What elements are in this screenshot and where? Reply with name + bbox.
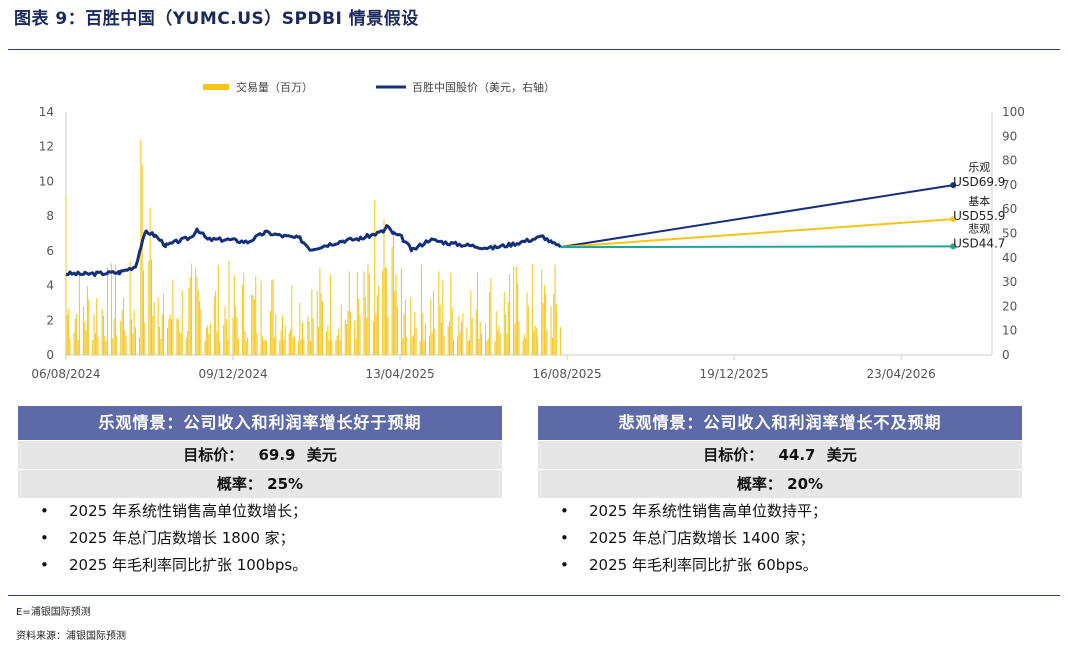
header-rule [8,49,1060,50]
y-left-tick-label: 2 [46,313,54,327]
scenario-name-label: 乐观 [968,161,990,174]
scenario-lines [560,182,957,250]
bull-bullets: • 2025 年系统性销售高单位数增长； • 2025 年总门店数增长 1800 家… [18,498,502,579]
scenario-name-label: 悲观 [968,221,990,235]
list-item: • 2025 年毛利率同比扩张 100bps。 [18,552,502,579]
y-right-tick-label: 80 [1002,154,1017,168]
bull-prob-label: 概率： [216,475,262,493]
bullet-icon: • [40,556,49,574]
y-right-tick-label: 70 [1002,178,1017,192]
bullet-icon: • [560,529,569,547]
scenario-line-基本 [560,218,954,249]
bull-target-unit: 美元 [306,446,337,464]
scenario-end-marker [950,216,957,223]
scenario-name-label: 基本 [968,194,990,208]
list-item: • 2025 年毛利率同比扩张 60bps。 [538,552,1022,579]
bear-prob-label: 概率： [736,475,782,493]
price-line [65,224,562,277]
bull-prob-value: 25% [267,475,304,493]
list-item: • 2025 年总门店数增长 1400 家； [538,525,1022,552]
y-left-tick-label: 4 [46,279,54,293]
chart-axes: 0 2 4 6 8 10 12 14 0 10 20 30 40 50 60 70 80 90 100 06/08/2… [31,105,1024,381]
footnote-estimate: E=浦银国际预测 [16,607,91,618]
scenario-line-悲观 [560,245,954,249]
x-tick-label: 19/12/2025 [700,367,769,381]
y-right-tick-label: 60 [1002,202,1017,216]
scenario-value-label: USD69.9 [953,175,1005,189]
y-right-tick-label: 90 [1002,129,1017,143]
list-item: • 2025 年总门店数增长 1800 家； [18,525,502,552]
x-tick-label: 13/04/2025 [365,367,434,381]
legend-volume-label: 交易量（百万） [236,80,313,94]
y-left-tick-label: 14 [39,105,54,119]
y-left-tick-label: 6 [46,244,54,258]
chart-legend: 交易量（百万） 百胜中国股价（美元，右轴） [203,80,555,94]
x-tick-label: 06/08/2024 [31,367,100,381]
scenario-value-label: USD44.7 [953,236,1005,250]
y-left-tick-label: 10 [39,174,54,188]
footnote-source: 资料来源：浦银国际预测 [16,631,126,642]
bullet-icon: • [560,556,569,574]
bullet-icon: • [40,529,49,547]
bear-bullets: • 2025 年系统性销售高单位数持平； • 2025 年总门店数增长 1400 家… [538,498,1022,579]
x-tick-label: 16/08/2025 [532,367,601,381]
y-right-tick-label: 30 [1002,275,1017,289]
bear-prob-value: 20% [787,475,824,493]
bear-target-label: 目标价： [703,446,764,464]
bear-target-row: 目标价： 44.7 美元 [538,440,1022,469]
legend-volume-swatch [203,84,229,90]
scenario-end-marker [950,182,957,189]
y-right-tick-label: 20 [1002,299,1017,313]
bull-target-row: 目标价： 69.9 美元 [18,440,502,469]
bear-bullet-text: 2025 年总门店数增长 1400 家； [589,529,815,547]
scenario-chart: 交易量（百万） 百胜中国股价（美元，右轴） 0 2 4 6 8 10 12 14 0 10 20 30… [31,80,1024,381]
bullet-icon: • [560,502,569,520]
legend-price-label: 百胜中国股价（美元，右轴） [412,80,555,94]
bear-panel: 悲观情景：公司收入和利润率增长不及预期 目标价： 44.7 美元 概率： 20%… [538,406,1022,579]
y-right-tick-label: 100 [1002,105,1025,119]
bear-bullet-text: 2025 年系统性销售高单位数持平； [589,502,827,520]
y-right-tick-label: 0 [1002,348,1010,362]
x-tick-label: 23/04/2026 [867,367,936,381]
y-right-tick-label: 10 [1002,324,1017,338]
bull-panel: 乐观情景：公司收入和利润率增长好于预期 目标价： 69.9 美元 概率： 25%… [18,406,502,579]
footer-rule [8,595,1060,596]
y-left-tick-label: 0 [46,348,54,362]
bull-heading: 乐观情景：公司收入和利润率增长好于预期 [18,406,502,440]
price-series-line [65,224,562,277]
y-right-tick-label: 40 [1002,251,1017,265]
bull-prob-row: 概率： 25% [18,469,502,498]
bullet-icon: • [40,502,49,520]
x-tick-label: 09/12/2024 [198,367,267,381]
bear-bullet-text: 2025 年毛利率同比扩张 60bps。 [589,556,818,574]
scenario-end-marker [950,243,957,250]
y-left-tick-label: 8 [46,209,54,223]
list-item: • 2025 年系统性销售高单位数持平； [538,498,1022,525]
bull-bullet-text: 2025 年总门店数增长 1800 家； [69,529,295,547]
volume-bars [65,139,561,355]
bull-bullet-text: 2025 年系统性销售高单位数增长； [69,502,307,520]
scenario-value-label: USD55.9 [953,209,1005,223]
figure-title: 图表 9：百胜中国（YUMC.US）SPDBI 情景假设 [14,9,419,29]
bear-target-value: 44.7 [778,446,816,464]
bear-prob-row: 概率： 20% [538,469,1022,498]
y-right-tick-label: 50 [1002,227,1017,241]
bear-target-unit: 美元 [826,446,857,464]
list-item: • 2025 年系统性销售高单位数增长； [18,498,502,525]
bull-target-label: 目标价： [183,446,244,464]
bear-heading: 悲观情景：公司收入和利润率增长不及预期 [538,406,1022,440]
bull-target-value: 69.9 [258,446,296,464]
scenario-line-乐观 [560,184,954,249]
bull-bullet-text: 2025 年毛利率同比扩张 100bps。 [69,556,308,574]
y-left-tick-label: 12 [39,140,54,154]
